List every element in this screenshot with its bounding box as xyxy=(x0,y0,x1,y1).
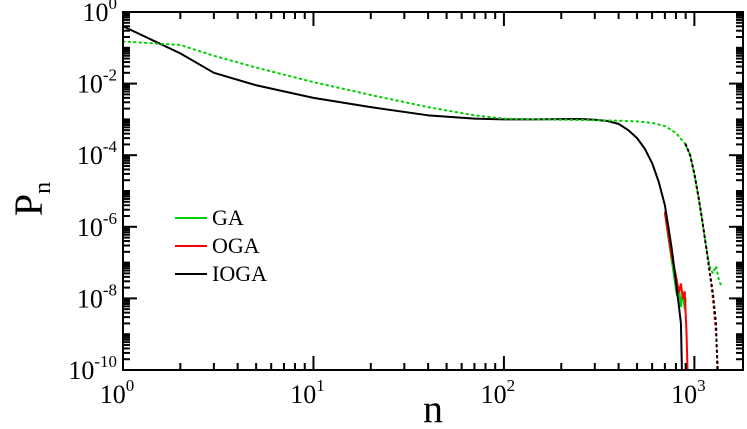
series-line-dotted-3 xyxy=(123,40,724,289)
series-line-ioga xyxy=(123,25,683,370)
y-tick-label: 10-10 xyxy=(68,352,117,385)
x-tick-label: 101 xyxy=(290,376,325,409)
x-tick-label: 102 xyxy=(481,376,516,409)
tick-labels-layer: 100 101 102 103 100 10-2 10-4 10-6 10-8 10-10 xyxy=(68,0,705,409)
y-tick-label: 10-8 xyxy=(77,280,117,313)
y-tick-label: 100 xyxy=(83,0,118,27)
x-axis-label: n xyxy=(423,386,443,429)
legend-label-ioga: IOGA xyxy=(212,261,267,286)
series-line-oga xyxy=(663,211,689,370)
y-tick-label: 10-4 xyxy=(77,137,118,170)
ticks-layer xyxy=(122,11,743,371)
legend-label-oga: OGA xyxy=(212,233,260,258)
y-axis-label-main: P xyxy=(6,194,51,216)
y-axis-label-subscript: n xyxy=(30,182,56,194)
plot-frame xyxy=(122,11,744,371)
y-tick-label: 10-6 xyxy=(77,209,117,242)
x-tick-label: 103 xyxy=(671,376,706,409)
legend: GA OGA IOGA xyxy=(175,205,267,286)
y-tick-label: 10-2 xyxy=(77,66,117,99)
series-line-dotted-4 xyxy=(684,143,719,370)
y-axis-label: Pn xyxy=(6,182,56,216)
series-layer xyxy=(123,25,724,370)
x-tick-label: 100 xyxy=(100,376,135,409)
legend-label-ga: GA xyxy=(212,205,244,230)
series-line-dotted-5 xyxy=(684,143,719,370)
